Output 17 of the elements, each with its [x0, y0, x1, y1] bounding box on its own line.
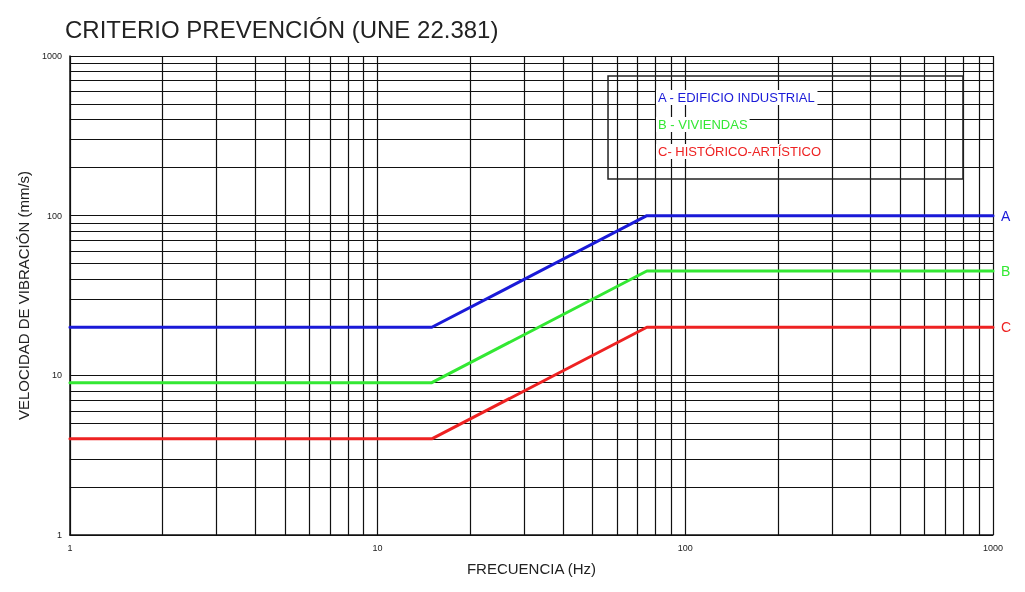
text: B - VIVIENDAS [658, 117, 748, 132]
x-tick-label: 100 [677, 542, 693, 553]
x-tick-label: 1 [67, 542, 73, 553]
text: A [1001, 207, 1011, 224]
text: B [1001, 263, 1011, 280]
x-tick-label: 1000 [982, 542, 1004, 553]
y-tick-label: 10 [51, 370, 62, 381]
y-tick-label: 100 [46, 210, 62, 221]
y-tick-label: 1000 [41, 51, 62, 61]
y-tick-label: 1 [56, 530, 62, 540]
text: A - EDIFICIO INDUSTRIAL [658, 90, 815, 105]
x-axis-title: FRECUENCIA (Hz) [466, 560, 597, 577]
text: C [1001, 319, 1012, 336]
x-tick-label: 10 [372, 542, 383, 553]
y-axis-title: VELOCIDAD DE VIBRACIÓN (mm/s) [15, 170, 32, 421]
chart-title: CRITERIO PREVENCIÓN (UNE 22.381) [65, 15, 499, 43]
text: C- HISTÓRICO-ARTÍSTICO [658, 144, 821, 159]
